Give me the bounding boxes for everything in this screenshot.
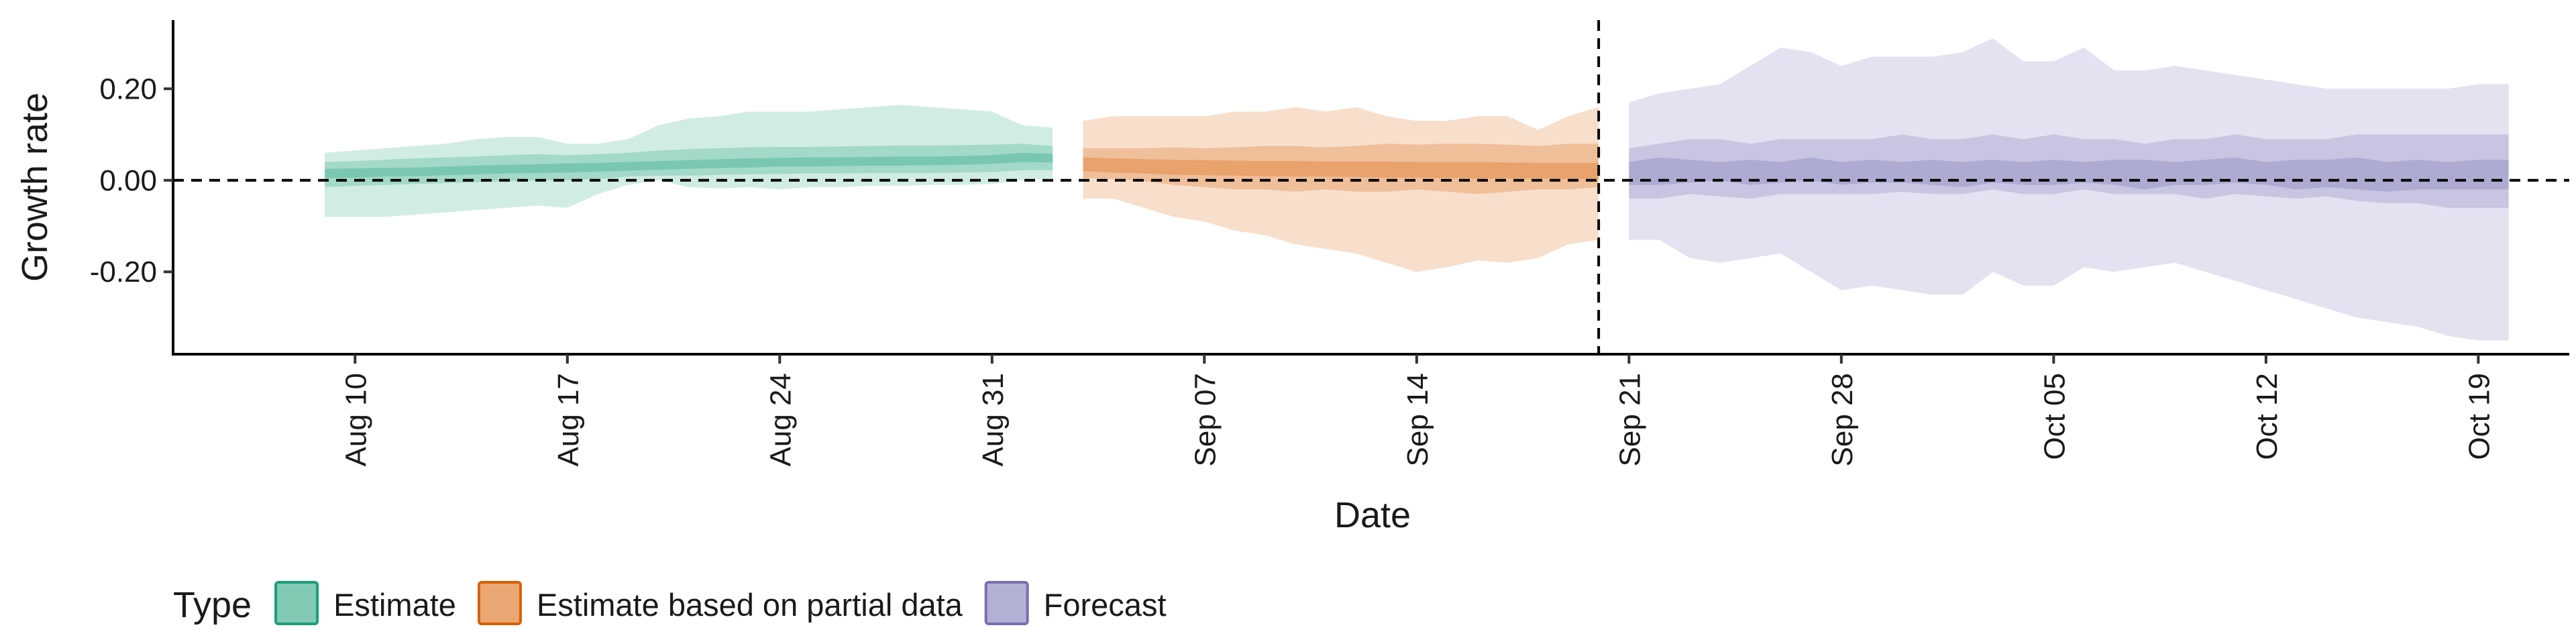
series-2: [1629, 38, 2509, 341]
legend-label-2: Forecast: [1044, 587, 1167, 623]
x-tick-label: Sep 14: [1401, 373, 1434, 466]
x-ticks: Aug 10 Aug 17 Aug 24 Aug 31 Sep 07 Sep 14 Sep …: [339, 354, 2496, 466]
legend-label-1: Estimate based on partial data: [537, 587, 963, 623]
series-0: [325, 105, 1053, 217]
y-axis-title: Growth rate: [15, 93, 55, 282]
x-tick-label: Sep 28: [1826, 373, 1859, 466]
band-20-series-1: [1083, 157, 1599, 179]
reference-lines: [173, 20, 2569, 354]
y-ticks: 0.20 0.00 -0.20: [90, 72, 173, 288]
x-tick-label: Oct 19: [2463, 373, 2496, 460]
band-90-series-1: [1083, 107, 1599, 272]
x-tick-label: Sep 21: [1613, 373, 1646, 466]
y-tick-label: 0.20: [99, 72, 157, 105]
axes: [172, 20, 2569, 356]
x-tick-label: Sep 07: [1189, 373, 1222, 466]
legend-label-0: Estimate: [333, 587, 456, 623]
band-90-series-2: [1629, 38, 2509, 341]
legend: Type Estimate Estimate based on partial d…: [173, 581, 1167, 625]
x-tick-label: Oct 12: [2251, 373, 2284, 460]
band-20-series-0: [325, 152, 1053, 178]
x-tick-label: Aug 10: [339, 373, 372, 466]
legend-key-2: [984, 581, 1029, 625]
x-tick-label: Aug 17: [552, 373, 585, 466]
x-tick-label: Oct 05: [2038, 373, 2071, 460]
band-50-series-2: [1629, 134, 2509, 208]
band-50-series-0: [325, 144, 1053, 187]
band-20-series-2: [1629, 157, 2509, 192]
x-tick-label: Aug 24: [764, 373, 797, 466]
y-tick-label: 0.00: [99, 164, 157, 197]
legend-title: Type: [173, 585, 252, 625]
series-1: [1083, 107, 1599, 272]
legend-entries: Estimate Estimate based on partial data Fo…: [274, 581, 1167, 625]
x-tick-label: Aug 31: [977, 373, 1010, 466]
legend-key-0: [274, 581, 319, 625]
y-tick-label: -0.20: [90, 256, 157, 288]
band-90-series-0: [325, 105, 1053, 217]
x-axis-title: Date: [1334, 495, 1411, 535]
legend-key-1: [477, 581, 522, 625]
series-bands: [325, 38, 2509, 341]
